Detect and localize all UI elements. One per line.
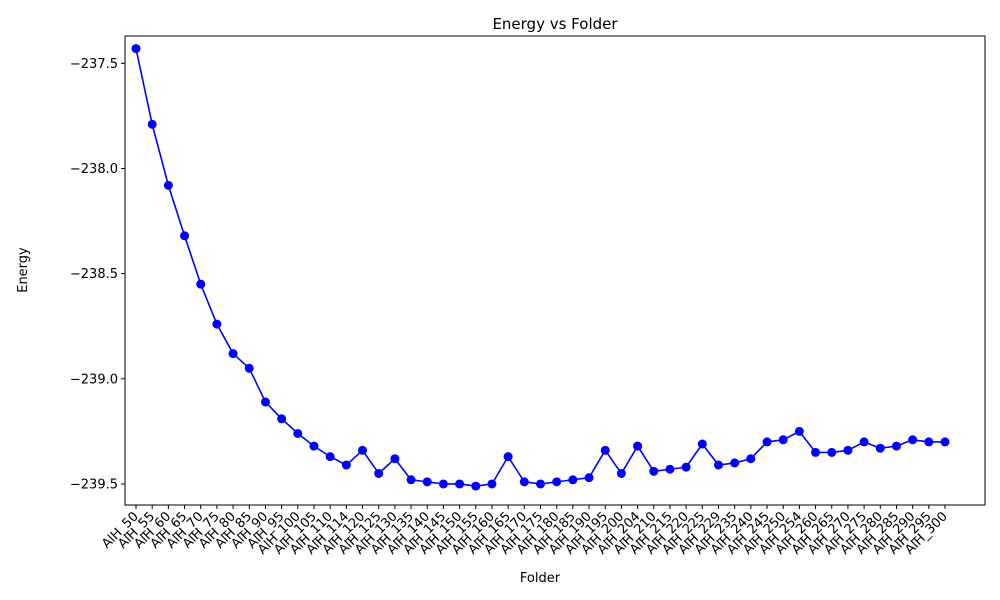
data-point bbox=[859, 437, 869, 447]
plot-frame bbox=[124, 35, 986, 506]
data-point bbox=[681, 462, 691, 472]
data-point bbox=[600, 445, 610, 455]
data-point bbox=[455, 479, 465, 489]
data-point bbox=[147, 119, 157, 129]
data-point bbox=[730, 458, 740, 468]
y-axis-label: Energy bbox=[16, 247, 31, 293]
data-point bbox=[713, 460, 723, 470]
data-point bbox=[406, 475, 416, 485]
data-point bbox=[390, 454, 400, 464]
data-point bbox=[891, 441, 901, 451]
data-point bbox=[843, 445, 853, 455]
data-point bbox=[746, 454, 756, 464]
data-point bbox=[552, 477, 562, 487]
data-point bbox=[536, 479, 545, 489]
y-tick-label: −239.0 bbox=[70, 372, 118, 387]
data-point bbox=[163, 180, 173, 190]
data-point bbox=[665, 464, 675, 474]
data-point bbox=[341, 460, 351, 470]
data-point bbox=[811, 447, 821, 457]
data-point bbox=[924, 437, 934, 447]
data-point bbox=[438, 479, 448, 489]
series-energy bbox=[131, 44, 950, 491]
data-point bbox=[180, 231, 190, 241]
data-point bbox=[568, 475, 578, 485]
data-point bbox=[762, 437, 772, 447]
y-tick-label: −238.0 bbox=[70, 162, 118, 177]
data-point bbox=[908, 435, 918, 445]
data-point bbox=[616, 468, 626, 478]
data-point bbox=[503, 452, 513, 462]
data-point bbox=[649, 466, 659, 476]
y-axis: −237.5 −238.0 −238.5 −239.0 −239.5 bbox=[70, 57, 125, 492]
data-point bbox=[228, 349, 238, 359]
data-point bbox=[794, 426, 804, 436]
chart-title: Energy vs Folder bbox=[492, 15, 618, 33]
data-point bbox=[875, 443, 885, 453]
data-point bbox=[633, 441, 643, 451]
data-point bbox=[277, 414, 287, 424]
data-point bbox=[131, 44, 141, 54]
data-point bbox=[778, 435, 788, 445]
data-point bbox=[244, 363, 254, 373]
data-point bbox=[212, 319, 222, 329]
data-point bbox=[697, 439, 707, 449]
y-tick-label: −239.5 bbox=[70, 477, 118, 492]
data-point bbox=[374, 468, 384, 478]
y-tick-label: −238.5 bbox=[70, 267, 118, 282]
data-point bbox=[519, 477, 529, 487]
data-point bbox=[358, 445, 368, 455]
data-point bbox=[325, 452, 335, 462]
x-axis: AlH_50AlH_55AlH_60AlH_65AlH_70AlH_75AlH_… bbox=[99, 505, 951, 558]
x-axis-label: Folder bbox=[520, 571, 561, 586]
data-point bbox=[487, 479, 497, 489]
data-point bbox=[584, 473, 594, 483]
data-point bbox=[827, 447, 837, 457]
data-point bbox=[422, 477, 432, 487]
y-tick-label: −237.5 bbox=[70, 57, 118, 72]
data-point bbox=[471, 481, 481, 491]
data-point bbox=[196, 279, 206, 289]
data-point bbox=[940, 437, 950, 447]
data-point bbox=[293, 428, 303, 438]
data-point bbox=[260, 397, 270, 407]
data-point bbox=[309, 441, 319, 451]
